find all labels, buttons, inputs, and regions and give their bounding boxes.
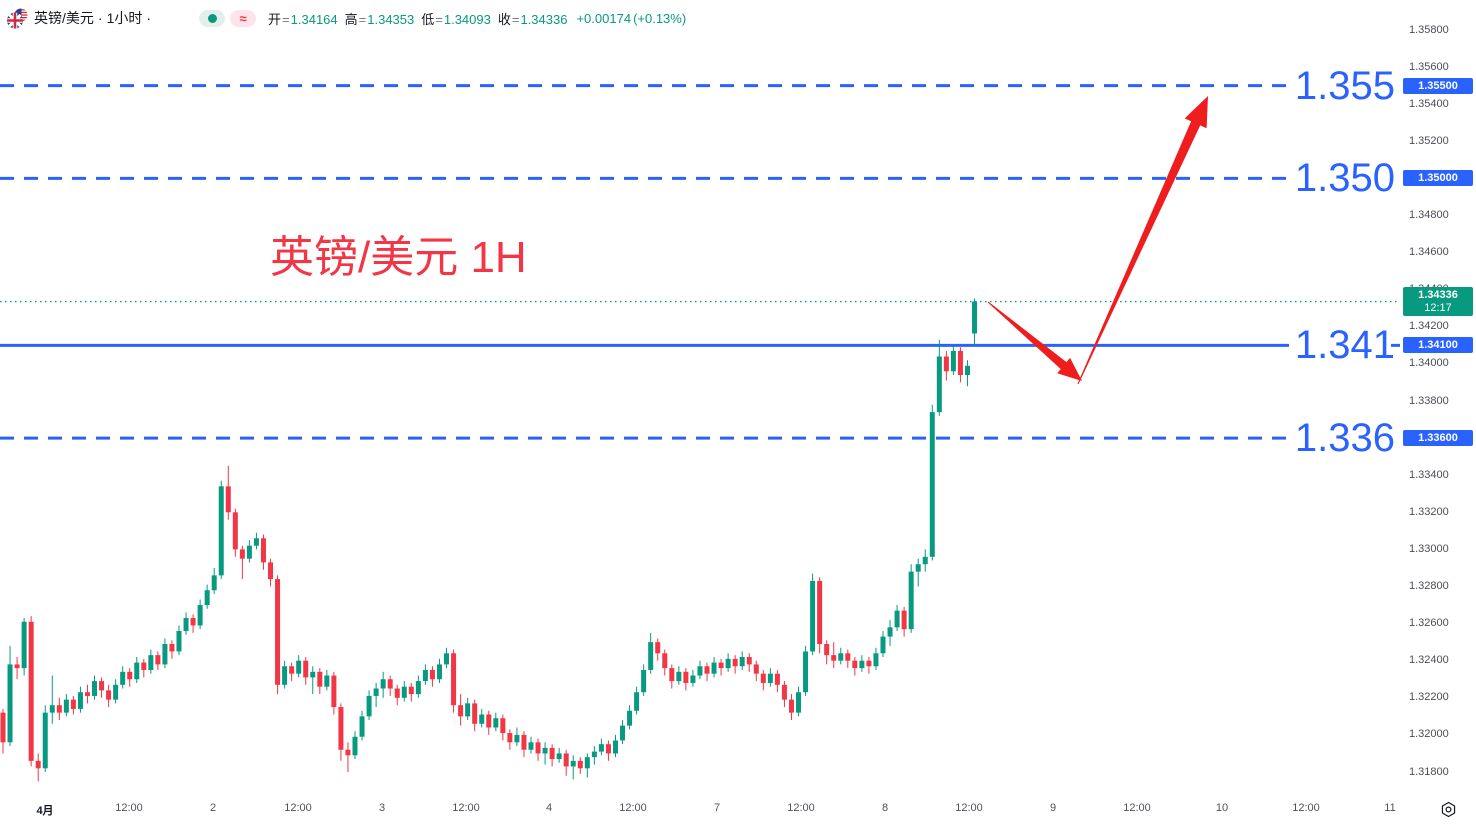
equals-sign: = [282,11,290,27]
time-tick-12:00: 12:00 [955,802,983,814]
time-tick-4: 4 [545,802,553,814]
price-badge-1.33600: 1.33600 [1403,430,1473,447]
title-separator: · [146,10,152,26]
time-tick-3: 3 [378,802,386,814]
time-tick-12:00: 12:00 [452,802,480,814]
time-tick-8: 8 [881,802,889,814]
time-tick-12:00: 12:00 [787,802,815,814]
market-status-pill[interactable] [199,9,226,27]
market-open-dot-icon [207,13,217,23]
open-label: 开 [268,11,282,27]
trade-idea-text[interactable]: 英镑/美元 1H [270,233,527,282]
candles-series [0,298,978,782]
change-percent: (+0.13%) [633,10,687,26]
price-tick: 1.33000 [1409,542,1449,555]
title-separator: · [97,10,103,26]
price-tick: 1.34600 [1409,246,1449,259]
current-price-badge: 1.34336 12:17 [1403,286,1473,316]
change-absolute: +0.00174 [576,10,632,26]
level-label-1.341[interactable]: 1.341 [1294,323,1395,368]
time-tick-7: 7 [713,802,721,814]
price-tick: 1.34000 [1409,357,1449,370]
price-tick: 1.35400 [1409,97,1449,110]
time-tick-2: 2 [209,802,217,814]
price-axis[interactable]: 1.35500 1.35000 1.34100 1.33600 1.35800 1.356… [1400,0,1476,795]
equals-sign: = [435,11,443,27]
approx-icon: ≈ [239,10,247,26]
high-value: 1.34353 [367,11,415,27]
time-tick-11: 11 [1384,802,1396,814]
price-tick: 1.35600 [1409,60,1449,73]
time-tick-4月: 4月 [36,805,54,817]
symbol-flag-icon [7,8,28,29]
trend-arrow-down[interactable] [987,301,1082,381]
price-tick: 1.32600 [1409,617,1449,630]
price-tick: 1.35200 [1409,134,1449,147]
equals-sign: = [511,11,520,27]
price-badge-1.35500: 1.35500 [1403,77,1473,94]
price-tick: 1.33200 [1409,505,1449,518]
price-badge-1.35000: 1.35000 [1403,170,1473,187]
legend: 英镑/美元 · 1小时 · ≈ 开=1.34164 高=1.34353 低=1.… [6,7,686,29]
price-tick: 1.34800 [1409,209,1449,221]
chart-main: 英镑/美元 · 1小时 · ≈ 开=1.34164 高=1.34353 低=1.… [0,0,1400,795]
level-label-1.350[interactable]: 1.350 [1294,156,1395,201]
time-tick-10: 10 [1215,802,1229,814]
price-tick: 1.34200 [1409,320,1449,333]
symbol-title[interactable]: 英镑/美元 [34,10,94,26]
level-label-1.336[interactable]: 1.336 [1294,416,1395,461]
time-tick-12:00: 12:00 [284,802,312,814]
time-tick-12:00: 12:00 [115,802,143,814]
time-tick-9: 9 [1049,802,1057,814]
price-tick: 1.31800 [1409,765,1449,778]
approx-data-pill[interactable]: ≈ [230,9,257,27]
close-label: 收 [497,11,511,27]
time-tick-12:00: 12:00 [619,802,647,814]
level-label-1.355[interactable]: 1.355 [1294,63,1395,108]
equals-sign: = [358,11,367,27]
price-tick: 1.32000 [1409,728,1449,741]
time-tick-12:00: 12:00 [1123,802,1151,814]
price-tick: 1.32800 [1409,580,1449,592]
low-value: 1.34093 [443,11,491,27]
price-tick: 1.32200 [1409,691,1449,704]
time-axis[interactable]: 4月 12:00 2 12:00 3 12:00 4 12:00 7 12:00 8 12:00 9 12… [0,795,1476,824]
trend-arrow-up[interactable] [1077,96,1209,385]
low-label: 低 [421,11,435,27]
chart-canvas[interactable] [0,0,1400,795]
high-label: 高 [344,11,358,27]
price-badge-1.34100: 1.34100 [1403,337,1473,354]
ohlc-readout: 开=1.34164 高=1.34353 低=1.34093 收=1.34336 … [268,9,686,28]
price-tick: 1.35800 [1409,23,1449,36]
open-value: 1.34164 [290,11,338,27]
price-tick: 1.33400 [1409,468,1449,481]
timeframe-label[interactable]: 1小时 [106,10,143,26]
price-tick: 1.32400 [1409,654,1449,667]
time-tick-12:00: 12:00 [1292,802,1320,814]
close-value: 1.34336 [520,11,568,27]
axis-settings-icon[interactable] [1440,801,1457,818]
price-tick: 1.33800 [1409,394,1449,407]
